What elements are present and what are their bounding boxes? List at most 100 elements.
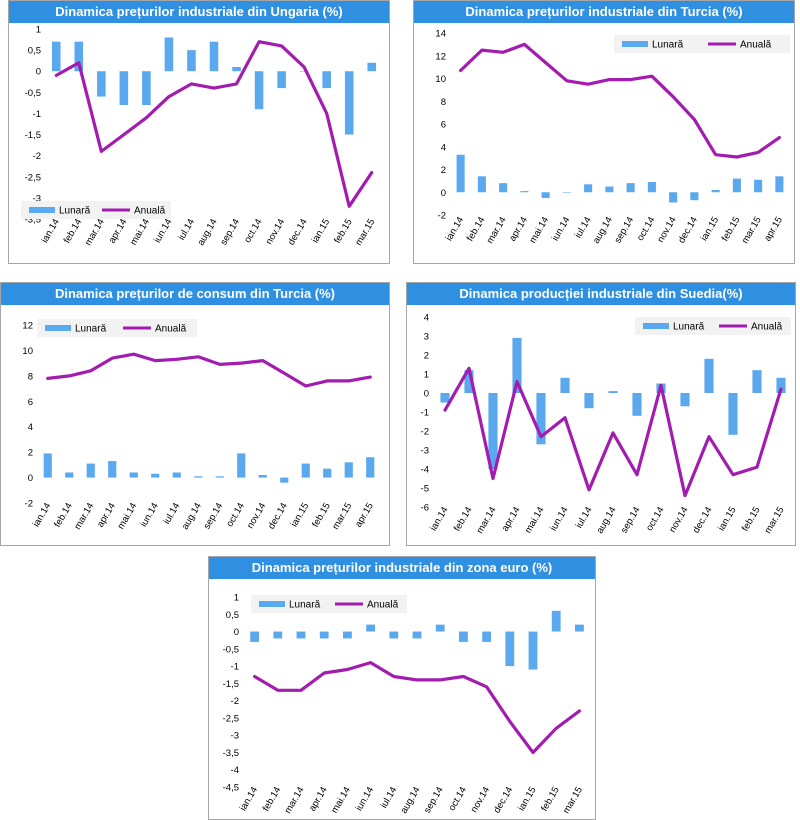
bar-monthly: [43, 453, 52, 478]
bar-monthly: [187, 50, 196, 72]
bar-monthly: [608, 391, 618, 393]
y-tick-label: 6: [28, 397, 33, 408]
x-tick-label: dec.14: [676, 215, 700, 245]
x-tick-label: sep.14: [619, 505, 643, 535]
bar-monthly: [541, 192, 550, 198]
bar-monthly: [254, 71, 264, 110]
x-tick-label: iun.14: [354, 785, 376, 813]
x-tick-label: nov.14: [469, 785, 492, 815]
legend-swatch-monthly: [643, 323, 669, 329]
y-tick-label: -3,5: [223, 748, 239, 759]
y-tick-label: -2,5: [223, 713, 239, 724]
line-annual: [54, 40, 374, 208]
bar-monthly: [108, 461, 117, 478]
bar-monthly: [280, 477, 289, 483]
x-tick-label: iul.14: [379, 785, 400, 810]
bar-monthly: [151, 473, 160, 478]
x-tick-label: oct.14: [644, 505, 666, 533]
bar-monthly: [536, 393, 546, 445]
x-tick-label: feb.15: [720, 215, 743, 243]
x-tick-label: dec.14: [492, 785, 516, 815]
x-tick-label: dec.14: [266, 501, 290, 531]
y-tick-label: 0: [441, 188, 446, 199]
x-tick-label: feb.15: [539, 785, 562, 813]
y-tick-label: 1: [424, 370, 429, 381]
y-tick-label: -4,5: [223, 783, 239, 794]
legend-label-monthly: Lunară: [673, 322, 705, 333]
x-tick-label: iul.14: [161, 501, 182, 526]
y-tick-label: 10: [22, 346, 33, 357]
x-tick-label: mai.14: [523, 505, 547, 535]
bar-monthly: [277, 71, 286, 89]
x-tick-label: apr.14: [507, 215, 530, 243]
x-tick-label: feb.14: [62, 217, 85, 245]
y-tick-label: 1: [36, 25, 41, 36]
x-tick-label: iun.14: [152, 217, 174, 245]
bar-monthly: [704, 358, 714, 393]
y-tick-label: 10: [435, 74, 446, 85]
bar-monthly: [367, 62, 377, 72]
bar-monthly: [322, 71, 331, 89]
bar-monthly: [690, 192, 699, 201]
legend-label-monthly: Lunară: [652, 40, 684, 51]
x-tick-label: oct.14: [242, 217, 264, 245]
bar-monthly: [732, 178, 741, 193]
legend-label-monthly: Lunară: [59, 206, 91, 217]
y-tick-label: -0,5: [223, 644, 239, 655]
x-tick-label: mar.14: [83, 217, 107, 248]
legend-swatch-monthly: [45, 325, 71, 331]
x-tick-label: aug.14: [399, 785, 423, 816]
y-tick-label: 3: [424, 332, 429, 343]
x-tick-label: mar.14: [485, 215, 509, 246]
bar-monthly: [464, 370, 474, 393]
chart-legend: Lunară Anuală: [251, 595, 407, 613]
y-tick-label: -2: [421, 427, 429, 438]
bar-monthly: [65, 472, 74, 478]
legend-swatch-monthly: [29, 207, 55, 213]
y-tick-label: 4: [441, 142, 446, 153]
x-tick-label: feb.15: [332, 217, 355, 245]
bar-monthly: [232, 67, 241, 72]
x-tick-label: mar.14: [72, 501, 96, 532]
y-tick-label: -3: [33, 193, 41, 204]
bar-monthly: [754, 179, 763, 193]
y-tick-label: 12: [22, 321, 33, 332]
x-tick-label: mai.14: [128, 217, 152, 247]
chart-plot: 14 12 10 8 6 4 2 0 -2ian.14feb.14mar.14apr.14mai…: [435, 29, 790, 246]
chart-plot: 4 3 2 1 0 -1 -2 -3 -4 -5 -6 ian.14 feb.14 mar.14 apr.1…: [421, 313, 791, 536]
bar-monthly: [528, 631, 538, 670]
bar-monthly: [412, 631, 422, 639]
x-tick-label: ian.14: [238, 785, 260, 813]
x-tick-label: sep.14: [612, 215, 636, 245]
y-tick-label: -1,5: [223, 679, 239, 690]
bar-monthly: [520, 191, 529, 193]
x-tick-label: nov.14: [264, 217, 287, 247]
y-tick-label: -2,5: [25, 172, 41, 183]
bar-monthly: [296, 631, 306, 639]
bar-monthly: [775, 176, 784, 193]
bar-monthly: [728, 393, 738, 435]
x-tick-label: feb.14: [452, 505, 475, 533]
y-tick-label: 1: [234, 593, 239, 604]
bar-monthly: [74, 41, 84, 72]
x-tick-label: apr.15: [762, 215, 785, 243]
bar-monthly: [560, 377, 570, 393]
bar-monthly: [488, 393, 498, 469]
y-tick-label: 2: [424, 351, 429, 362]
y-tick-label: -6: [421, 503, 429, 514]
chart-legend: Lunară Anuală: [614, 35, 790, 53]
y-tick-label: 12: [435, 51, 446, 62]
x-tick-label: mar.15: [763, 505, 787, 536]
y-tick-label: 14: [435, 29, 446, 40]
bar-monthly: [209, 41, 219, 72]
x-tick-label: feb.14: [261, 785, 284, 813]
x-tick-label: ian.15: [289, 501, 311, 529]
x-tick-label: apr.14: [500, 505, 523, 533]
legend-label-annual: Anuală: [134, 206, 166, 217]
y-tick-label: -3,5: [25, 215, 41, 226]
y-tick-label: -2: [438, 211, 446, 222]
x-tick-label: iul.14: [176, 217, 197, 242]
x-tick-label: mar.15: [561, 785, 585, 816]
chart-panel-suedia-industrial-production: Dinamica producției industriale din Sued…: [406, 282, 796, 546]
